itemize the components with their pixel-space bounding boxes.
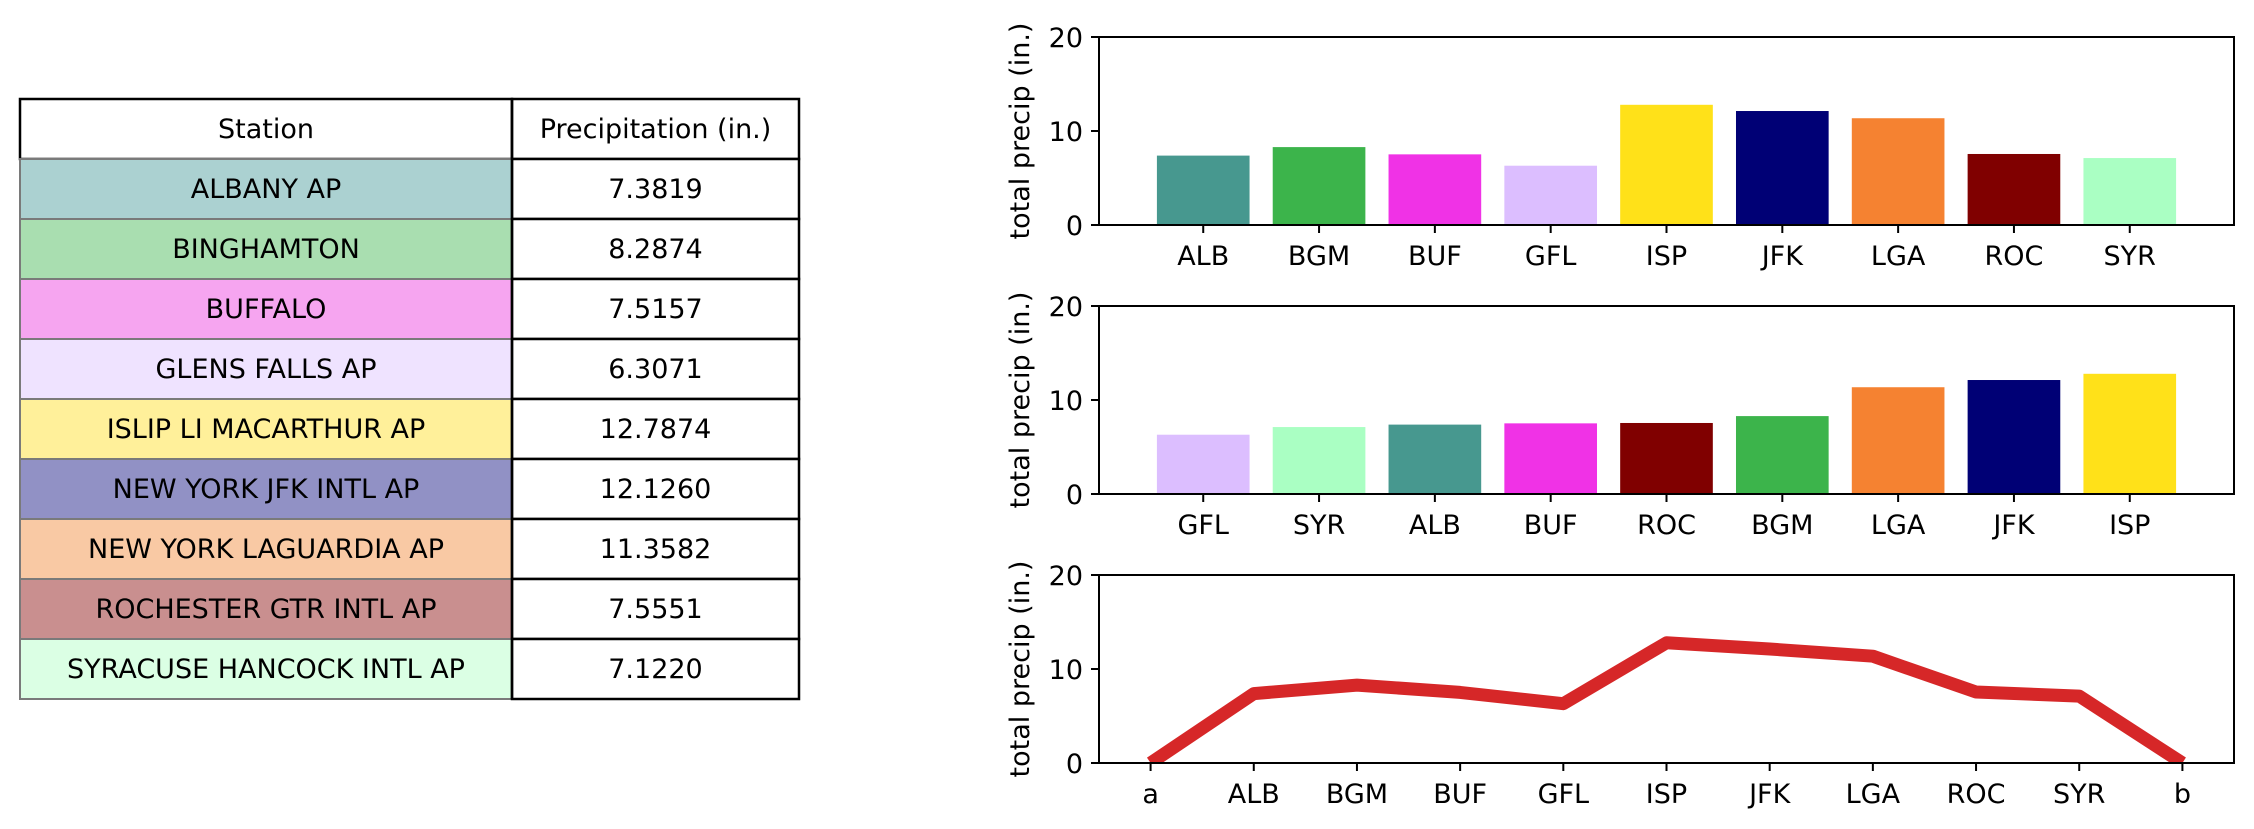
- station-name: ISLIP LI MACARTHUR AP: [107, 414, 426, 445]
- precip-value: 7.3819: [608, 174, 702, 205]
- precip-value: 7.5551: [608, 594, 702, 625]
- x-tick-label: LGA: [1871, 510, 1926, 541]
- x-tick-label: ROC: [1985, 241, 2044, 272]
- x-tick-label: GFL: [1538, 779, 1590, 810]
- x-tick-label: BUF: [1524, 510, 1578, 541]
- bar: [1735, 416, 1829, 494]
- station-name: BINGHAMTON: [172, 234, 360, 265]
- charts: ALB BGM BUF GFL ISP JFK LGA ROC SYR 0 10 20 total pr…: [1005, 23, 2235, 810]
- x-tick-label: ROC: [1947, 779, 2006, 810]
- station-name: ALBANY AP: [191, 174, 342, 205]
- chart-2: GFL SYR ALB BUF ROC BGM LGA JFK ISP 0 10 20 total pr…: [1005, 292, 2235, 541]
- y-axis-label: total precip (in.): [1005, 292, 1036, 509]
- bar: [1504, 165, 1598, 225]
- bar: [1388, 154, 1482, 225]
- bar: [1156, 155, 1250, 225]
- station-name: NEW YORK JFK INTL AP: [113, 474, 420, 505]
- precip-cell: [510, 637, 801, 701]
- station-name: NEW YORK LAGUARDIA AP: [88, 534, 444, 565]
- bar: [1967, 153, 2061, 225]
- y-tick-label: 0: [1066, 211, 1083, 242]
- station-cell: [19, 638, 513, 700]
- x-tick-label: BUF: [1408, 241, 1462, 272]
- y-tick-label: 20: [1049, 23, 1083, 54]
- x-tick-label: ISP: [1646, 241, 1687, 272]
- x-tick-label: GFL: [1177, 510, 1229, 541]
- precip-value: 12.7874: [600, 414, 712, 445]
- x-tick-label: SYR: [2053, 779, 2105, 810]
- bar: [1504, 423, 1598, 494]
- x-tick-label: BGM: [1326, 779, 1388, 810]
- bar: [1735, 111, 1829, 225]
- station-name: SYRACUSE HANCOCK INTL AP: [67, 654, 465, 685]
- y-tick-label: 20: [1049, 561, 1083, 592]
- x-tick-label: BGM: [1751, 510, 1813, 541]
- precip-value: 12.1260: [600, 474, 712, 505]
- bar: [1620, 104, 1713, 225]
- x-tick-label: b: [2174, 779, 2191, 810]
- x-tick-label: ALB: [1228, 779, 1280, 810]
- y-tick-label: 10: [1049, 117, 1083, 148]
- y-tick-label: 10: [1049, 386, 1083, 417]
- precip-value: 7.1220: [608, 654, 702, 685]
- precip-value: 8.2874: [608, 234, 702, 265]
- y-tick-label: 0: [1066, 749, 1083, 780]
- y-tick-label: 0: [1066, 480, 1083, 511]
- precip-value: 6.3071: [608, 354, 702, 385]
- station-name: ROCHESTER GTR INTL AP: [95, 594, 436, 625]
- x-tick-label: ISP: [1646, 779, 1687, 810]
- y-axis-label: total precip (in.): [1005, 561, 1036, 778]
- x-tick-label: JFK: [1760, 241, 1804, 272]
- bar: [2083, 158, 2177, 225]
- x-tick-label: LGA: [1846, 779, 1901, 810]
- x-tick-label: a: [1142, 779, 1159, 810]
- x-tick-label: SYR: [1293, 510, 1345, 541]
- bar: [1620, 422, 1713, 494]
- x-tick-label: JFK: [1747, 779, 1791, 810]
- precip-cell: [510, 457, 801, 521]
- bar: [1272, 147, 1366, 225]
- table-header-precip: Precipitation (in.): [540, 114, 772, 145]
- x-tick-label: ROC: [1637, 510, 1696, 541]
- station-cell: [19, 158, 513, 220]
- table-header-station: Station: [218, 114, 314, 145]
- bar: [1388, 424, 1482, 494]
- station-precip-table: Station Precipitation (in.) ALBANY AP 7.381…: [18, 97, 801, 701]
- x-tick-label: ALB: [1409, 510, 1461, 541]
- x-tick-label: ISP: [2109, 510, 2150, 541]
- chart-1: ALB BGM BUF GFL ISP JFK LGA ROC SYR 0 10 20 total pr…: [1005, 23, 2235, 272]
- x-tick-label: GFL: [1525, 241, 1577, 272]
- bar: [1156, 434, 1250, 494]
- bar: [2083, 373, 2177, 494]
- chart-3: a ALB BGM BUF GFL ISP JFK LGA ROC SYR b 0 10 20 total …: [1005, 561, 2235, 810]
- x-tick-label: BGM: [1288, 241, 1350, 272]
- precip-cell: [510, 337, 801, 401]
- precip-cell: [510, 397, 801, 461]
- precip-value: 11.3582: [600, 534, 712, 565]
- x-tick-label: SYR: [2104, 241, 2156, 272]
- table-header-cell: [510, 97, 801, 161]
- x-tick-label: JFK: [1991, 510, 2035, 541]
- precip-value: 7.5157: [608, 294, 702, 325]
- station-name: BUFFALO: [206, 294, 327, 325]
- table-header-cell: [18, 97, 514, 161]
- bar: [1851, 118, 1945, 225]
- y-tick-label: 20: [1049, 292, 1083, 323]
- y-axis-label: total precip (in.): [1005, 23, 1036, 240]
- bar: [1851, 387, 1945, 494]
- series-line: [1146, 636, 2186, 763]
- x-tick-label: BUF: [1433, 779, 1487, 810]
- station-cell: [19, 578, 513, 640]
- precip-cell: [510, 157, 801, 221]
- station-name: GLENS FALLS AP: [155, 354, 376, 385]
- x-tick-label: LGA: [1871, 241, 1926, 272]
- bar: [1272, 427, 1366, 494]
- axes-frame: [1098, 574, 2235, 764]
- y-tick-label: 10: [1049, 655, 1083, 686]
- bar: [1967, 380, 2061, 494]
- x-tick-label: ALB: [1177, 241, 1229, 272]
